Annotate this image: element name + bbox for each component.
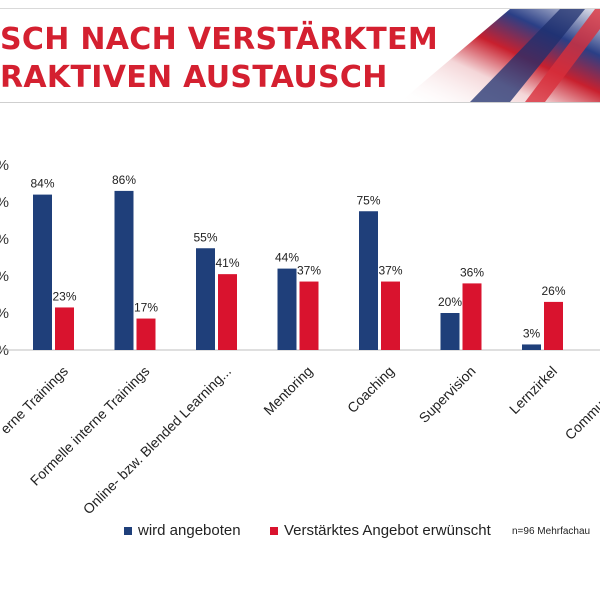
data-label: 41% xyxy=(215,256,239,270)
legend-label-desired: Verstärktes Angebot erwünscht xyxy=(284,522,491,539)
bar-desired xyxy=(218,274,237,350)
legend-swatch-desired xyxy=(270,526,278,535)
bar-offered xyxy=(359,211,378,350)
bar-desired xyxy=(462,283,482,350)
sample-note: n=96 Mehrfachau xyxy=(512,526,591,537)
category-label: Lernzirkel xyxy=(506,363,560,417)
bar-desired xyxy=(544,301,563,350)
bar-offered xyxy=(33,194,52,350)
legend-swatch-offered xyxy=(124,526,132,535)
bar-offered xyxy=(196,248,215,350)
y-tick-label: % xyxy=(0,194,9,211)
y-tick-label: % xyxy=(0,157,9,174)
bar-desired xyxy=(299,281,319,350)
data-label: 55% xyxy=(193,230,217,244)
legend-item-offered: wird angeboten xyxy=(124,522,241,539)
data-label: 3% xyxy=(523,326,541,340)
data-label: 20% xyxy=(438,295,462,309)
data-label: 75% xyxy=(356,193,380,207)
data-label: 37% xyxy=(297,264,321,278)
category-label: erne Trainings xyxy=(0,363,71,437)
bar-chart: %%%%%%84%23%erne Trainings86%17%Formelle… xyxy=(0,157,600,515)
data-label: 17% xyxy=(134,301,158,315)
y-tick-label: % xyxy=(0,305,9,322)
bar-offered xyxy=(277,268,297,350)
header-decoration xyxy=(400,9,600,102)
legend-label-offered: wird angeboten xyxy=(138,522,241,539)
data-label: 44% xyxy=(275,251,299,265)
category-label: Communities of xyxy=(562,363,600,443)
y-tick-label: % xyxy=(0,231,9,248)
bar-offered xyxy=(522,344,541,350)
category-label: Coaching xyxy=(344,363,397,416)
data-label: 37% xyxy=(378,264,402,278)
legend-item-desired: Verstärktes Angebot erwünscht xyxy=(270,522,491,539)
bar-desired xyxy=(136,318,156,350)
bar-offered xyxy=(440,313,460,350)
bar-desired xyxy=(381,281,400,350)
data-label: 84% xyxy=(30,177,54,191)
slide-title-line-1: SCH NACH VERSTÄRKTEM xyxy=(0,22,438,57)
slide-title-line-2: RAKTIVEN AUSTAUSCH xyxy=(0,60,388,95)
data-label: 23% xyxy=(52,289,76,303)
data-label: 86% xyxy=(112,173,136,187)
data-label: 26% xyxy=(541,284,565,298)
category-label: Supervision xyxy=(416,363,479,426)
category-label: Online- bzw. Blended Learning... xyxy=(80,363,234,515)
data-label: 36% xyxy=(460,265,484,279)
bar-offered xyxy=(114,190,134,350)
category-label: Mentoring xyxy=(260,363,315,418)
y-tick-label: % xyxy=(0,268,9,285)
bar-desired xyxy=(55,307,74,350)
slide-header: SCH NACH VERSTÄRKTEM RAKTIVEN AUSTAUSCH xyxy=(0,8,600,103)
